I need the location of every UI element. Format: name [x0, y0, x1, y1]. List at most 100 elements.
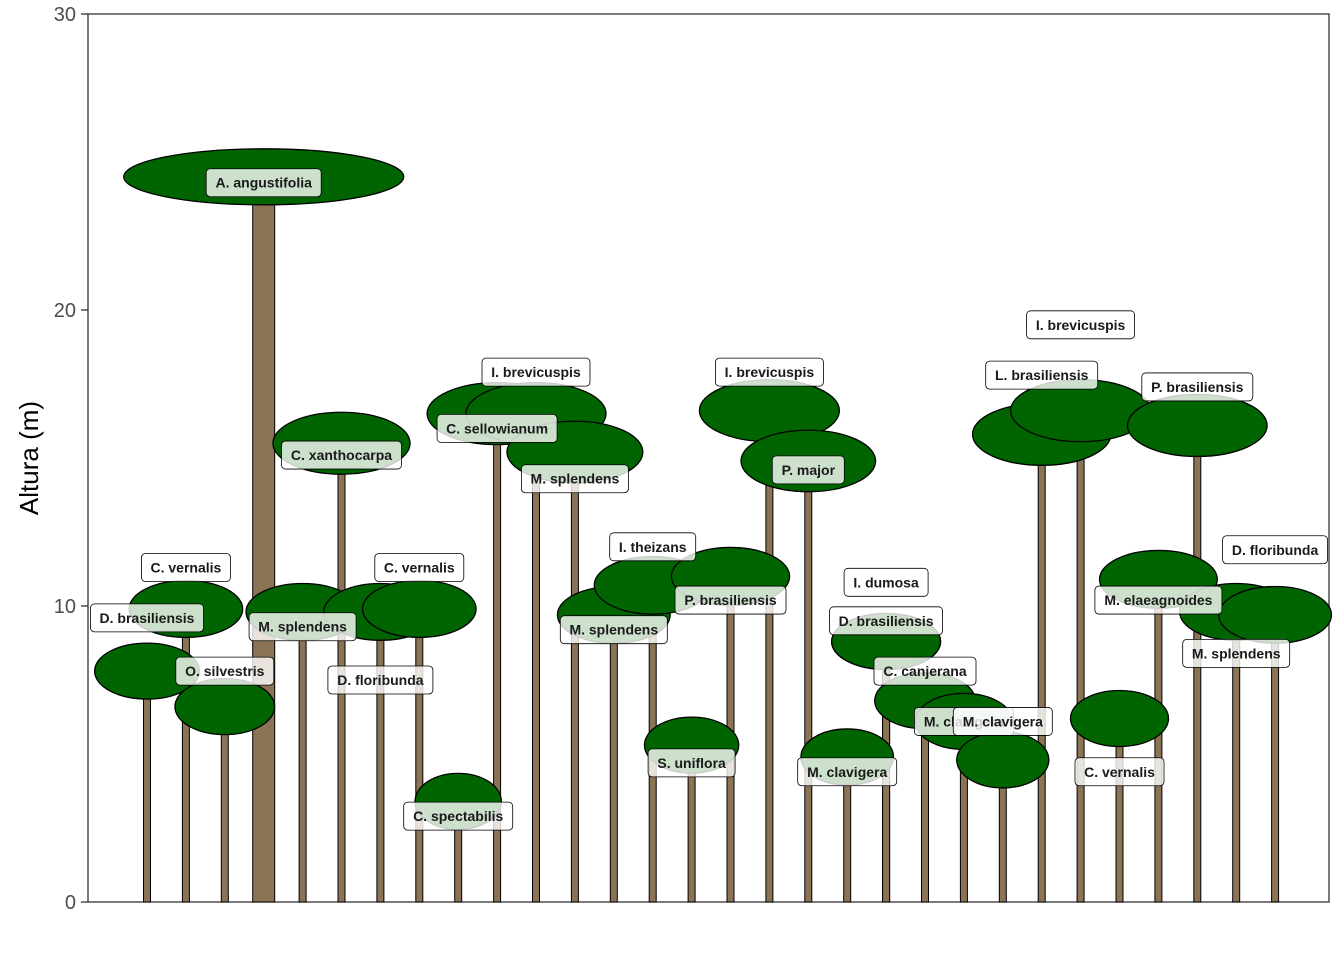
tree-label-box [715, 357, 824, 387]
tree-label-text: D. floribunda [1232, 542, 1319, 558]
tree-label-text: C. xanthocarpa [291, 447, 392, 463]
tree-label-text: L. brasiliensis [995, 367, 1089, 383]
y-axis-label: Altura (m) [14, 401, 44, 515]
tree-label: P. brasiliensis [674, 585, 787, 615]
tree-label-box [248, 612, 357, 642]
tree-label: C. spectabilis [403, 801, 514, 831]
tree-trunk [143, 670, 151, 903]
tree-label: I. brevicuspis [1026, 310, 1135, 340]
tree-label-text: P. brasiliensis [684, 592, 777, 608]
tree-trunk [415, 608, 424, 903]
tree-label: M. clavigera [797, 757, 898, 787]
tree-trunk [609, 614, 618, 903]
tree-label-box [175, 656, 275, 686]
tree-label-box [140, 553, 231, 582]
tree-label-text: D. brasiliensis [839, 613, 934, 629]
tree-label-box [1141, 372, 1254, 402]
tree-label-text: I. brevicuspis [1036, 317, 1126, 333]
tree-label: M. splendens [521, 464, 629, 494]
tree-label: C. vernalis [140, 553, 231, 582]
tree-trunk [1076, 410, 1085, 903]
tree-label-text: M. splendens [531, 471, 620, 487]
tree-label-text: P. major [782, 462, 836, 478]
tree-label-box [797, 757, 898, 787]
tree-label-text: C. vernalis [384, 560, 455, 576]
y-tick-label: 10 [54, 596, 76, 618]
tree-label-text: D. floribunda [337, 672, 424, 688]
y-tick-label: 0 [65, 892, 76, 914]
tree-label-box [281, 440, 402, 470]
tree-label-text: S. uniflora [657, 755, 726, 771]
tree-crown [1126, 393, 1268, 458]
tree-label-text: M. elaeagnoides [1104, 592, 1212, 608]
tree-label-box [205, 168, 322, 198]
tree-label: M. splendens [248, 612, 357, 642]
tree-label-box [403, 801, 514, 831]
tree-crown [174, 677, 276, 736]
tree-label-box [609, 532, 697, 562]
tree-label-text: M. splendens [1192, 645, 1281, 661]
y-tick-label: 30 [54, 4, 76, 26]
tree-label: A. angustifolia [205, 168, 322, 198]
tree-trunk [252, 176, 276, 903]
tree-label: I. dumosa [843, 567, 929, 597]
tree-trunk [298, 611, 307, 903]
tree-label-box [521, 464, 629, 494]
tree-crown [361, 579, 477, 639]
labels-layer: D. brasiliensis C. vernalis O. silvestris A… [90, 168, 1328, 831]
tree-label-text: O. silvestris [185, 663, 265, 679]
tree-label-box [559, 615, 668, 645]
tree-label: D. floribunda [1222, 535, 1328, 565]
tree-label: C. canjerana [873, 656, 977, 686]
tree-label-box [1094, 585, 1223, 615]
tree-label: C. xanthocarpa [281, 440, 402, 470]
tree-label-text: I. brevicuspis [725, 364, 815, 380]
tree-label-text: C. canjerana [883, 663, 966, 679]
tree-label-box [1182, 638, 1291, 668]
tree-label-box [327, 665, 434, 695]
tree-label-text: C. vernalis [150, 560, 221, 576]
tree-label-text: M. splendens [258, 619, 347, 635]
tree-trunk [1154, 578, 1163, 903]
tree-label: C. vernalis [1074, 757, 1165, 787]
tree-label-text: M. clavigera [807, 764, 887, 780]
tree-label: I. brevicuspis [715, 357, 824, 387]
tree-label-box [843, 567, 929, 597]
tree-crown [1069, 689, 1170, 748]
tree-label: I. brevicuspis [481, 357, 591, 387]
tree-label: C. sellowianum [436, 413, 558, 443]
tree-label-text: I. brevicuspis [491, 364, 581, 380]
tree-label-box [374, 553, 465, 582]
tree-label-box [436, 413, 558, 443]
tree-label: P. brasiliensis [1141, 372, 1254, 402]
tree-label-text: I. theizans [619, 539, 687, 555]
y-tick-label: 20 [54, 300, 76, 322]
tree-label-text: D. brasiliensis [100, 610, 195, 626]
tree-label: M. elaeagnoides [1094, 585, 1223, 615]
tree-label: M. splendens [1182, 638, 1291, 668]
tree-label-text: I. dumosa [853, 574, 919, 590]
tree-label-text: C. sellowianum [446, 420, 548, 436]
trunks-layer [143, 176, 1280, 903]
tree-label-text: C. spectabilis [413, 808, 503, 824]
tree-crown [1218, 585, 1333, 644]
tree-label: M. splendens [559, 615, 668, 645]
tree-label-box [952, 707, 1053, 736]
tree-trunk [1037, 433, 1046, 903]
tree-crown [956, 731, 1050, 789]
tree-label: O. silvestris [175, 656, 275, 686]
tree-label: D. floribunda [327, 665, 434, 695]
tree-label-text: C. vernalis [1084, 764, 1155, 780]
tree-label-text: M. clavigera [963, 713, 1043, 729]
tree-label-box [647, 748, 736, 778]
tree-label-box [985, 360, 1099, 390]
tree-trunk [570, 451, 579, 903]
tree-trunk [804, 460, 813, 903]
axes-layer: 0 10 20 30 [54, 4, 88, 914]
tree-label-box [1026, 310, 1135, 340]
tree-label-box [1074, 757, 1165, 787]
tree-label: C. vernalis [374, 553, 465, 582]
tree-label-box [829, 606, 943, 636]
tree-label: L. brasiliensis [985, 360, 1099, 390]
